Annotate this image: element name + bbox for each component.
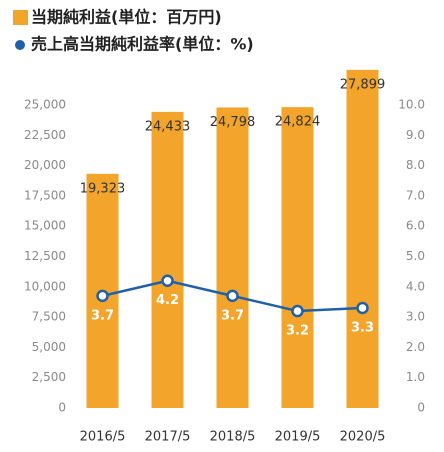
data-label: 27,899 [340,77,386,92]
y-tick-label: 15,000 [24,219,66,233]
legend-label: 売上高当期純利益率(単位：%) [31,35,254,54]
bar [281,107,314,408]
y2-tick-label: 6.0 [406,219,425,233]
y2-tick-label: 10.0 [398,98,425,112]
data-label: 3.7 [91,308,114,323]
legend-swatch [15,40,25,50]
y2-tick-label: 3.0 [406,310,425,324]
x-tick-label: 2019/5 [275,430,321,445]
y-tick-label: 5,000 [32,340,66,354]
data-label: 4.2 [156,293,179,308]
point [161,274,174,287]
point [96,289,109,303]
point [291,304,304,318]
y2-tick-label: 4.0 [406,279,425,293]
y2-tick-label: 2.0 [406,340,425,354]
x-tick-label: 2017/5 [145,430,191,445]
y-tick-label: 2,500 [32,370,66,384]
y-tick-label: 22,500 [24,128,66,142]
data-label: 3.2 [286,324,309,339]
y-tick-label: 25,000 [24,98,66,112]
y-tick-label: 7,500 [32,310,66,324]
y2-tick-label: 1.0 [406,370,425,384]
bar [151,111,184,408]
data-label: 24,433 [145,119,191,134]
data-label: 3.3 [351,321,374,336]
data-label: 24,824 [275,115,321,130]
x-tick-label: 2016/5 [80,430,126,445]
y2-tick-label: 0 [417,401,425,415]
y-tick-label: 10,000 [24,279,66,293]
y-tick-label: 20,000 [24,158,66,172]
data-label: 24,798 [210,115,256,130]
bar [346,69,379,408]
y-tick-label: 12,500 [24,249,66,263]
y-tick-label: 17,500 [24,188,66,202]
y-tick-label: 0 [58,401,66,415]
x-tick-label: 2018/5 [210,430,256,445]
x-tick-label: 2020/5 [340,430,386,445]
point [226,289,239,303]
y2-tick-label: 7.0 [406,188,425,202]
legend-label: 当期純利益(単位：百万円) [31,8,222,27]
y2-tick-label: 5.0 [406,249,425,263]
y2-tick-label: 8.0 [406,158,425,172]
legend-swatch [13,10,28,25]
y2-tick-label: 9.0 [406,128,425,142]
point [356,301,369,315]
bar [216,107,249,408]
data-label: 19,323 [80,181,126,196]
data-label: 3.7 [221,308,244,323]
